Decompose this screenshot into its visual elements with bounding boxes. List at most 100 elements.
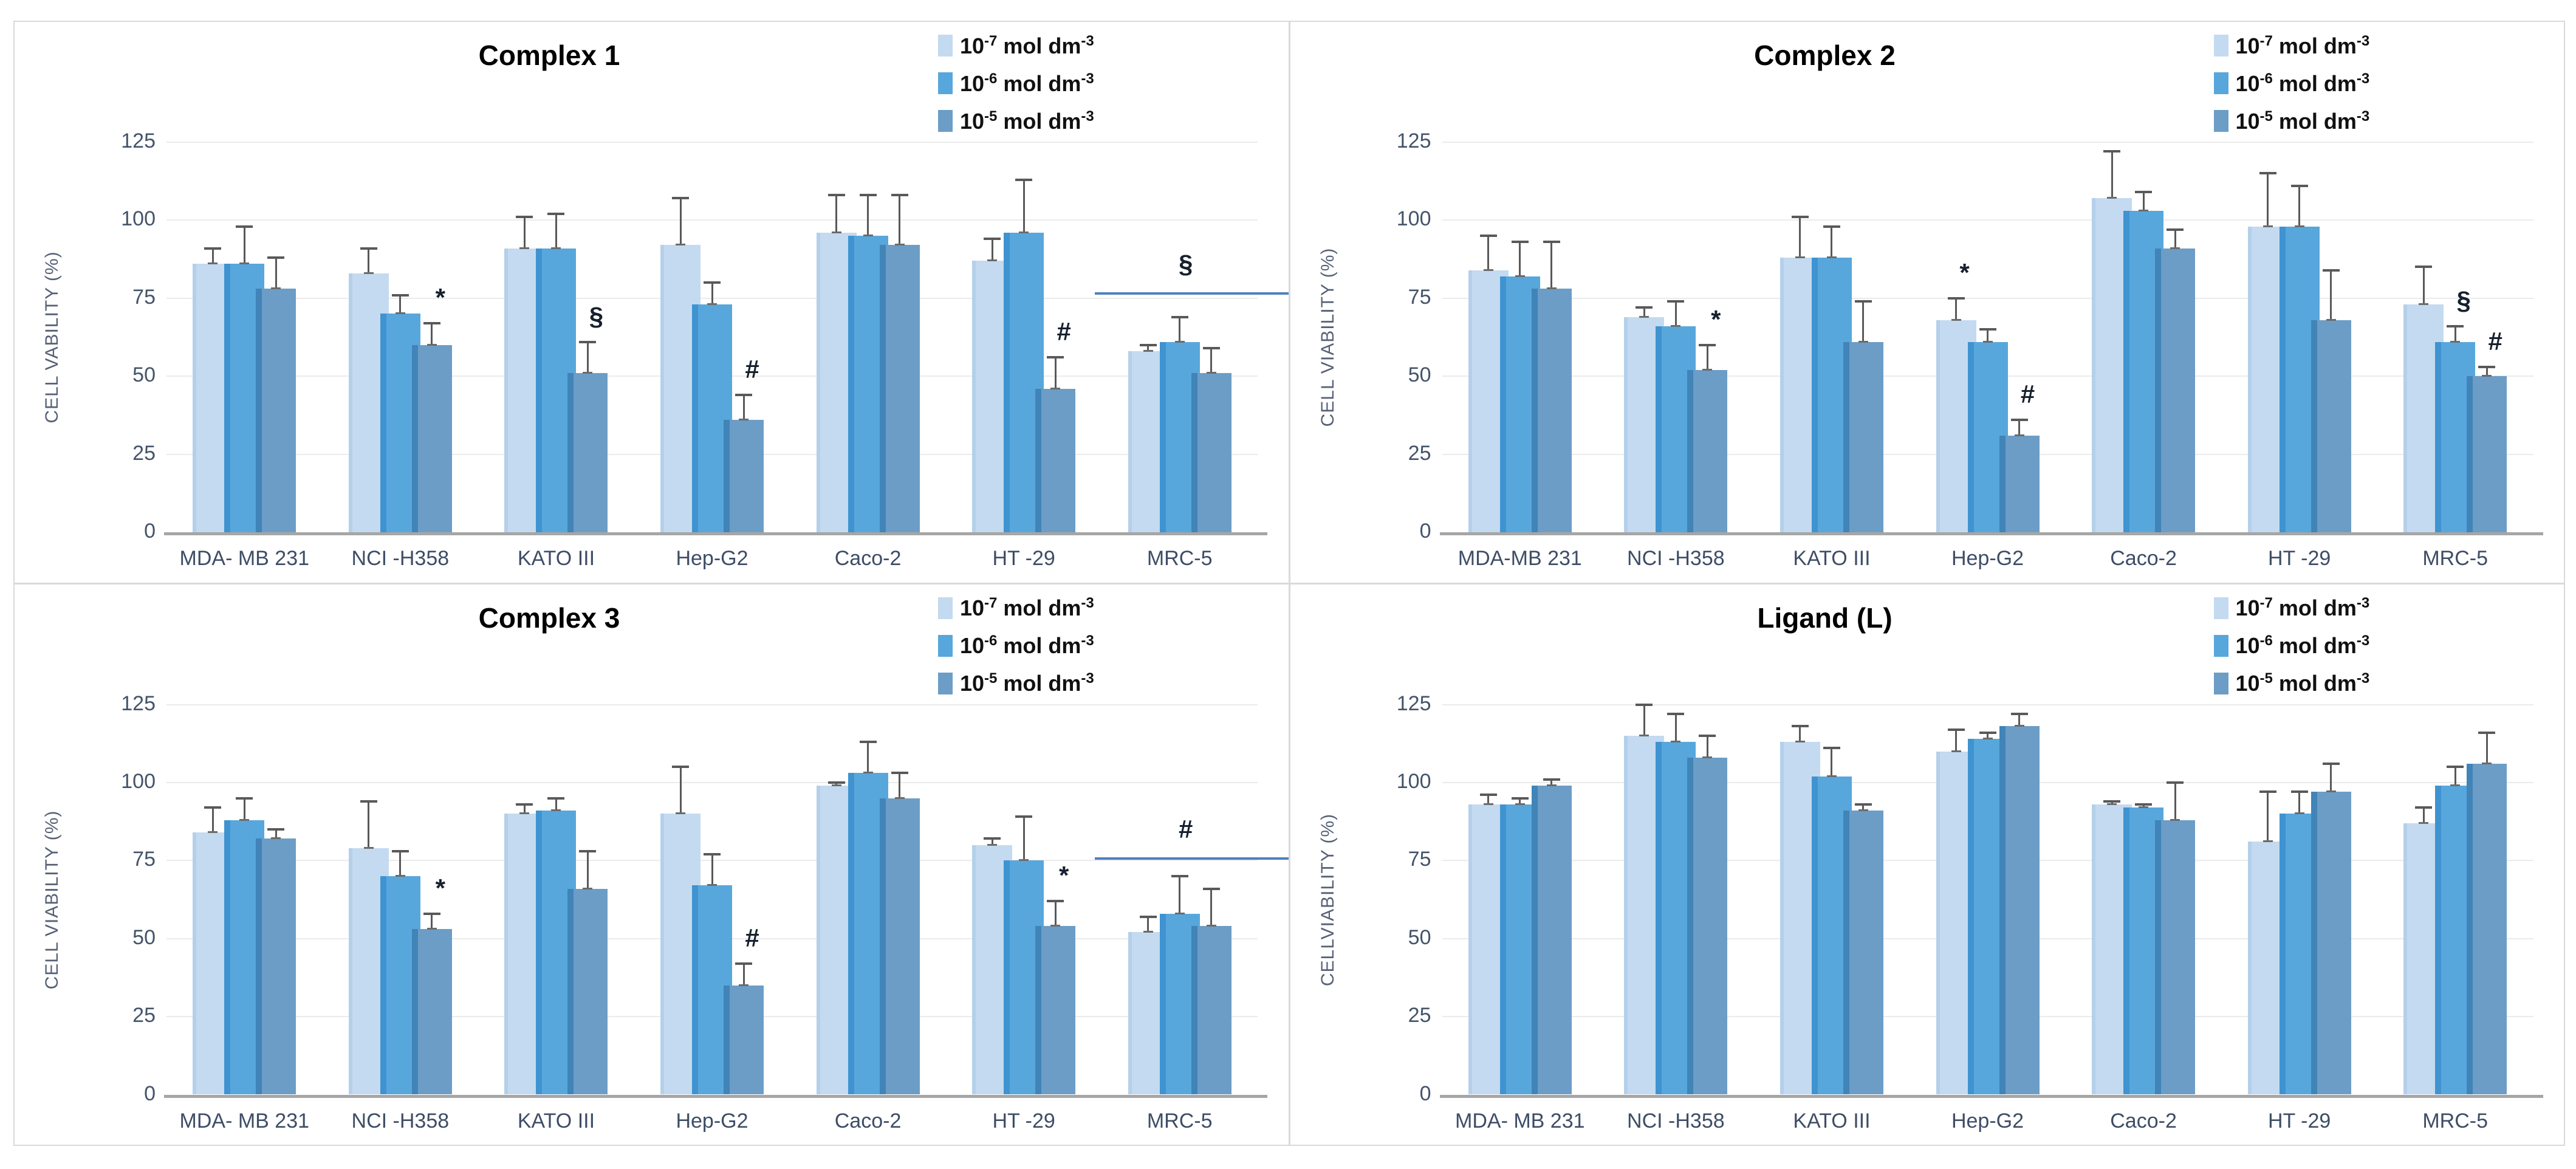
x-tick-label: HT -29 [992,547,1055,570]
x-tick-label: KATO III [1793,547,1871,570]
y-tick-label: 125 [1396,129,1431,153]
error-bar [742,395,745,420]
error-bar [431,323,433,345]
error-bar [1862,301,1865,342]
legend-item: 10-6 mol dm-3 [2213,68,2369,98]
error-bar-foot [1143,931,1153,933]
error-bar-cap [1699,343,1716,346]
error-bar-foot [2170,818,2180,821]
error-bar-cap [236,797,253,800]
x-tick-label: Hep-G2 [676,547,748,570]
x-tick-label: MRC-5 [1146,1109,1213,1133]
error-bar [711,854,713,886]
x-tick-label: MRC-5 [2422,1109,2489,1133]
error-bar [1831,226,1833,258]
error-bar-cap [2103,800,2121,803]
y-tick-label: 125 [121,129,156,153]
error-bar [211,248,214,264]
y-tick-label: 75 [132,848,156,871]
error-bar [1987,329,1989,342]
x-tick-label: MDA-MB 231 [1458,547,1582,570]
error-bar-cap [984,238,1001,241]
x-tick-label: MRC-5 [1146,547,1213,570]
error-bar [2111,801,2113,804]
legend-swatch-icon [2213,672,2228,694]
legend-item-label: 10-7 mol dm-3 [960,595,1094,620]
chart-panel-3: Complex 3 10-7 mol dm-3 10-6 mol dm-3 10-5 … [15,584,1289,1145]
legend-item: 10-6 mol dm-3 [938,68,1094,98]
error-bar-cap [423,912,440,915]
gridline [1442,142,2533,143]
error-bar-foot [1050,387,1061,389]
error-bar-cap [423,321,440,324]
y-tick-label: 100 [121,207,156,231]
error-bar-cap [1979,731,1996,734]
legend-item: 10-6 mol dm-3 [938,631,1094,661]
error-bar-foot [707,303,717,306]
error-bar-cap [827,781,845,784]
error-bar-foot [2014,725,2024,727]
legend-item: 10-5 mol dm-3 [938,106,1094,136]
figure-grid: Complex 1 10-7 mol dm-3 10-6 mol dm-3 10-5 … [13,21,2565,1146]
error-bar-foot [2482,375,2492,377]
error-bar [1519,798,1521,804]
error-bar-cap [1791,216,1809,219]
error-bar-cap [2415,266,2433,269]
legend-swatch-icon [2213,35,2228,57]
y-tick-label: 125 [121,691,156,715]
bar-10e-5 [879,798,920,1095]
error-bar-foot [551,247,561,249]
error-bar-foot [1951,750,1961,752]
error-bar-foot [1826,775,1837,777]
error-bar [2018,713,2020,727]
y-tick-label: 25 [132,441,156,465]
significance-marker: # [2020,380,2035,409]
gridline [1442,219,2533,221]
error-bar-foot [1546,287,1557,290]
error-bar-cap [547,213,565,216]
error-bar-cap [735,394,752,397]
bar-10e-5 [1191,926,1231,1095]
chart-title: Complex 1 [478,39,620,71]
error-bar-cap [1479,235,1497,238]
x-tick-label: MRC-5 [2422,547,2489,570]
error-bar-cap [1047,900,1064,903]
error-bar [2111,151,2113,199]
y-tick-label: 50 [1408,363,1431,387]
bar-10e-5 [1999,726,2040,1095]
error-bar [1643,307,1645,317]
bar-10e-5 [879,245,920,532]
x-tick-label: NCI -H358 [1627,1109,1725,1133]
error-bar-foot [1515,275,1525,277]
x-axis-line [164,1094,1267,1098]
x-tick-label: KATO III [1793,1109,1871,1133]
error-bar-foot [676,244,685,246]
error-bar [1799,217,1801,258]
error-bar-foot [2419,821,2429,824]
bar-10e-5 [724,985,764,1095]
y-tick-label: 100 [1396,769,1431,793]
error-bar [555,214,557,249]
error-bar-foot [987,259,998,262]
chart-panel-2: Complex 2 10-7 mol dm-3 10-6 mol dm-3 10-5 … [1290,22,2564,583]
error-bar-foot [1174,340,1185,343]
error-bar-foot [519,247,530,249]
error-bar-cap [2259,172,2276,175]
significance-marker: * [435,873,446,902]
legend-swatch-icon [938,634,953,657]
significance-marker: * [1959,258,1970,287]
bar-10e-5 [724,420,764,532]
bar-10e-5 [411,345,452,532]
error-bar [1487,236,1490,270]
error-bar-foot [239,262,250,265]
error-bar-foot [2419,303,2429,306]
error-bar [1179,876,1181,914]
error-bar [711,283,713,305]
error-bar-cap [827,194,845,197]
legend-swatch-icon [938,672,953,694]
error-bar [1550,242,1553,289]
legend-swatch-icon [2213,110,2228,132]
bar-10e-5 [256,289,296,532]
error-bar [2422,807,2425,823]
y-tick-label: 0 [144,519,156,543]
